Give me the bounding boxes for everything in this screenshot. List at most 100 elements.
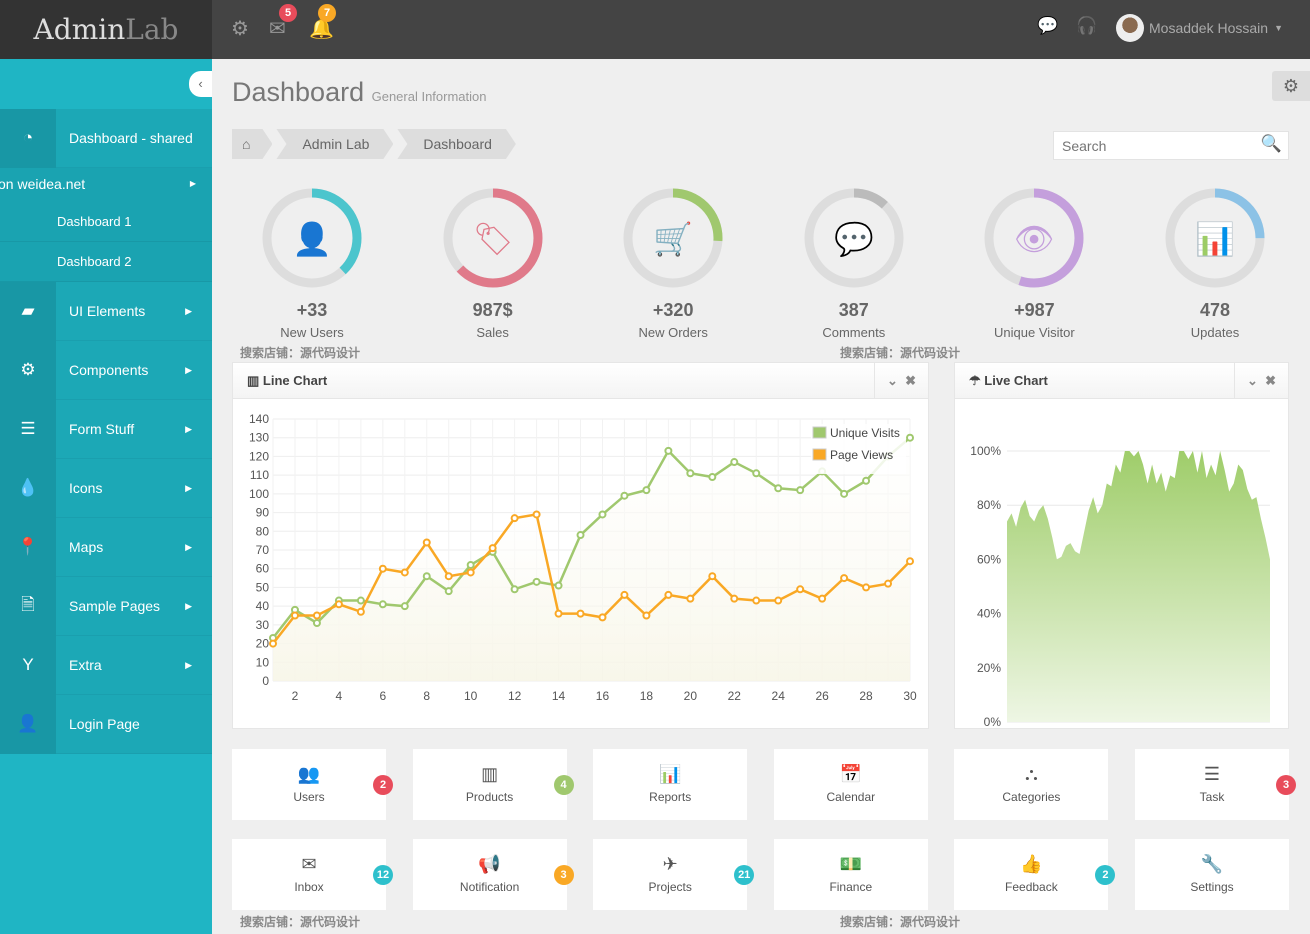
sidebar-item-maps[interactable]: 📍 Maps ▶ [0,517,212,577]
x-tick-label: 26 [815,689,829,703]
shortcut-tile-projects[interactable]: ✈ Projects [593,839,748,910]
data-point [620,491,629,500]
y-tick-label: 10 [256,655,270,669]
x-tick-label: 6 [379,689,386,703]
data-point [356,596,365,605]
user-name: Mosaddek Hossain [1149,20,1269,36]
shortcut-tile-inbox[interactable]: ✉ Inbox [232,839,386,910]
data-point [818,594,827,603]
cogs-icon: ⚙ [0,340,56,400]
progress-ring: 🏷 [443,188,543,288]
shortcut-tile-settings[interactable]: 🔧 Settings [1135,839,1289,910]
file-icon: 🗎 [0,576,56,636]
tile-badge: 2 [1095,865,1116,885]
progress-ring: 👤 [262,188,362,288]
eye-icon: 👁 [1014,221,1055,257]
y-tick-label: 20% [977,661,1001,675]
breadcrumb-item[interactable]: Admin Lab [276,129,393,159]
data-point [444,587,453,596]
sidebar-item-login-page[interactable]: 👤 Login Page [0,694,212,754]
bell-icon[interactable]: 🔔 [309,18,334,40]
series-area [273,514,910,681]
sidebar-item-dashboard-shared[interactable]: ◔ Dashboard - shared [0,108,212,168]
shortcut-tile-notification[interactable]: 📢 Notification [412,839,567,910]
shortcut-tile-finance[interactable]: 💵 Finance [773,839,928,910]
data-point [422,538,431,547]
tile-badge: 4 [553,775,574,795]
stat-new-users[interactable]: 👤 +33 New Users [232,186,392,340]
chat-icon[interactable]: 💬 [1037,16,1059,35]
y-tick-label: 130 [249,431,269,445]
sidebar-item-icons[interactable]: 💧 Icons ▶ [0,458,212,518]
settings-gear-icon[interactable]: ⚙ [231,18,249,40]
dashboard-icon: ◔ [0,108,56,168]
y-tick-label: 100% [970,444,1001,458]
x-tick-label: 24 [772,689,786,703]
sidebar-subitem[interactable]: Dashboard 2 [0,242,212,282]
logo[interactable]: AdminLab [0,0,212,59]
stat-comments[interactable]: 💬 387 Comments [774,186,934,340]
data-point [576,609,585,618]
shortcut-tile-products[interactable]: ▥ Products [412,749,567,820]
stat-new-orders[interactable]: 🛒 +320 New Orders [593,186,753,340]
bar-chart-icon: ▥ [247,373,260,388]
top-header: AdminLab ⚙ ✉ 5 🔔 7 💬 🎧 Mosaddek Hossain … [0,0,1310,59]
data-point [642,486,651,495]
data-point [466,560,475,569]
sidebar-collapse-button[interactable]: ‹ [189,71,212,97]
search-icon[interactable]: 🔍 [1260,134,1282,153]
legend: Unique Visits Page Views [811,424,906,474]
data-point [620,590,629,599]
breadcrumb-home-icon[interactable]: ⌂ [232,129,272,159]
data-point [708,473,717,482]
data-point [290,611,299,620]
shortcut-tile-categories[interactable]: ⛬ Categories [954,749,1109,820]
stat-unique-visitor[interactable]: 👁 +987 Unique Visitor [954,186,1114,340]
watermark: 搜索店铺：源代码设计 [240,346,361,360]
data-point [642,611,651,620]
stat-label: New Orders [638,325,708,340]
stat-label: New Users [280,325,344,340]
breadcrumb-item[interactable]: Dashboard [397,129,516,159]
data-point [334,600,343,609]
sidebar-item-ui-elements[interactable]: ▰ UI Elements ▶ [0,281,212,341]
widget-header: ▥ Line Chart ⌄ ✖ [233,363,928,399]
user-menu[interactable]: Mosaddek Hossain ▼ [1116,14,1283,42]
search-input[interactable] [1054,132,1254,159]
shortcut-tile-users[interactable]: 👥 Users [232,749,386,820]
sidebar-item-extra[interactable]: Y Extra ▶ [0,635,212,695]
sidebar-item-sample-pages[interactable]: 🗎 Sample Pages ▶ [0,576,212,636]
sidebar-subitem[interactable]: Dashboard 1 [0,202,212,242]
data-point [422,572,431,581]
legend-label: Unique Visits [830,426,900,440]
stat-updates[interactable]: 📊 478 Updates [1135,186,1295,340]
watermark: 搜索店铺：源代码设计 [840,915,961,929]
close-icon[interactable]: ✖ [1265,373,1277,388]
style-switcher-cogs-icon[interactable]: ⚙ [1272,71,1310,101]
y-tick-label: 100 [249,487,269,501]
collapse-chevron-icon[interactable]: ⌄ [1246,373,1258,388]
mail-icon[interactable]: ✉ [269,18,286,40]
close-icon[interactable]: ✖ [905,373,917,388]
shortcut-tile-calendar[interactable]: 📅 Calendar [773,749,928,820]
page-title: Dashboard General Information [232,77,487,107]
y-tick-label: 140 [249,412,269,426]
sidebar-item-form-stuff[interactable]: ☰ Form Stuff ▶ [0,399,212,459]
x-tick-label: 18 [640,689,654,703]
headphones-icon[interactable]: 🎧 [1076,16,1098,35]
data-point [532,577,541,586]
stat-sales[interactable]: 🏷 987$ Sales [413,186,573,340]
data-point [400,602,409,611]
shortcut-tile-task[interactable]: ☰ Task [1135,749,1289,820]
search-box: 🔍 [1053,131,1289,160]
shortcut-tile-reports[interactable]: 📊 Reports [593,749,748,820]
y-tick-label: 40 [256,599,270,613]
tile-badge: 21 [734,865,755,885]
data-point [796,486,805,495]
collapse-chevron-icon[interactable]: ⌄ [886,373,898,388]
sidebar-item-components[interactable]: ⚙ Components ▶ [0,340,212,400]
bar-chart-icon: 📊 [1195,221,1235,257]
shortcut-tile-feedback[interactable]: 👍 Feedback [954,839,1109,910]
data-point [686,594,695,603]
data-point [752,596,761,605]
